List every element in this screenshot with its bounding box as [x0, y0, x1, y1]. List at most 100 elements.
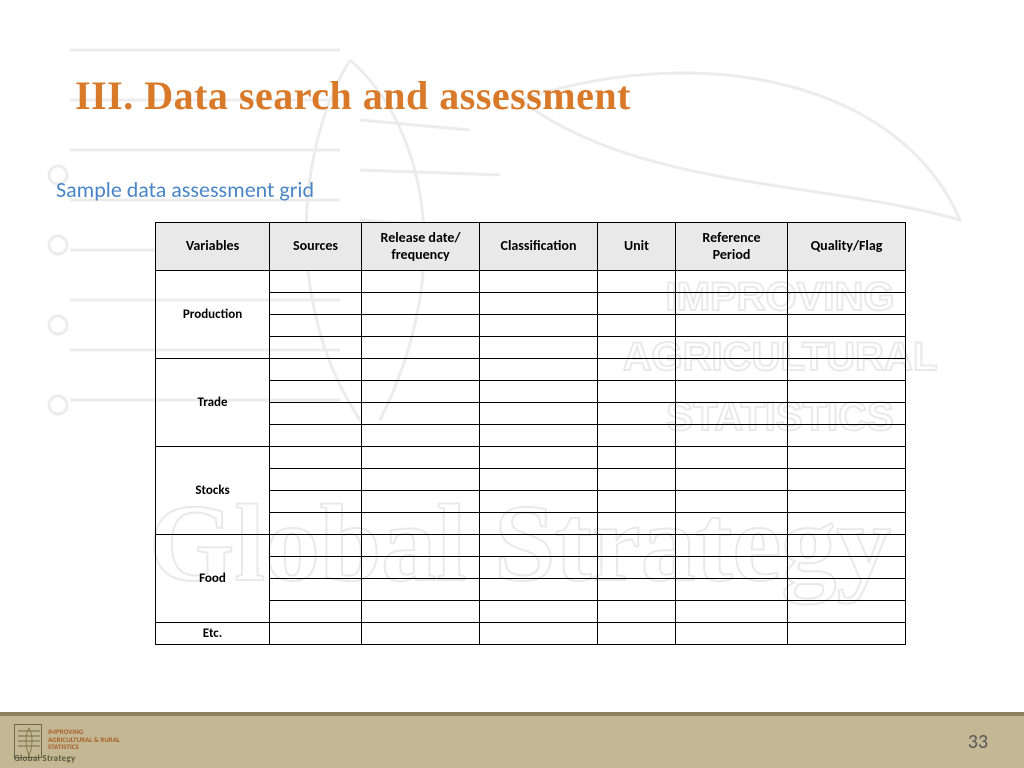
table-cell — [480, 579, 598, 601]
table-cell — [676, 337, 788, 359]
table-cell — [480, 381, 598, 403]
table-cell — [270, 535, 362, 557]
table-cell — [788, 315, 906, 337]
table-cell — [676, 623, 788, 645]
table-cell — [270, 557, 362, 579]
table-row: Etc. — [156, 623, 906, 645]
table-cell — [362, 601, 480, 623]
table-cell — [676, 513, 788, 535]
table-cell — [788, 535, 906, 557]
slide-title: III. Data search and assessment — [75, 72, 631, 119]
table-cell — [598, 315, 676, 337]
table-cell — [480, 513, 598, 535]
table-cell — [480, 601, 598, 623]
assessment-table: VariablesSourcesRelease date/frequencyCl… — [155, 222, 906, 645]
row-group-label: Food — [156, 535, 270, 623]
table-cell — [676, 425, 788, 447]
table-cell — [362, 623, 480, 645]
table-cell — [788, 293, 906, 315]
table-cell — [598, 579, 676, 601]
table-cell — [598, 337, 676, 359]
table-cell — [788, 579, 906, 601]
table-cell — [676, 447, 788, 469]
table-cell — [480, 447, 598, 469]
table-cell — [362, 315, 480, 337]
table-cell — [788, 425, 906, 447]
table-cell — [480, 623, 598, 645]
table-cell — [270, 359, 362, 381]
table-cell — [598, 535, 676, 557]
table-cell — [676, 535, 788, 557]
table-cell — [788, 447, 906, 469]
table-cell — [598, 601, 676, 623]
row-group-label: Production — [156, 271, 270, 359]
table-cell — [676, 403, 788, 425]
table-cell — [270, 425, 362, 447]
row-group-label: Stocks — [156, 447, 270, 535]
table-cell — [362, 491, 480, 513]
table-cell — [362, 293, 480, 315]
table-cell — [270, 381, 362, 403]
row-group-label: Etc. — [156, 623, 270, 645]
table-cell — [598, 491, 676, 513]
table-cell — [676, 293, 788, 315]
table-cell — [270, 403, 362, 425]
table-cell — [480, 293, 598, 315]
footer-bar — [0, 716, 1024, 768]
slide-container: IMPROVING AGRICULTURAL STATISTICS Global… — [0, 0, 1024, 768]
table-cell — [788, 601, 906, 623]
table-cell — [788, 337, 906, 359]
table-cell — [270, 447, 362, 469]
table-cell — [270, 491, 362, 513]
table-header-cell: Sources — [270, 223, 362, 271]
table-cell — [598, 293, 676, 315]
table-cell — [362, 557, 480, 579]
table-cell — [270, 337, 362, 359]
table-cell — [362, 535, 480, 557]
table-cell — [270, 513, 362, 535]
table-cell — [270, 293, 362, 315]
table-cell — [480, 535, 598, 557]
table-cell — [480, 469, 598, 491]
table-cell — [362, 425, 480, 447]
table-header-cell: Classification — [480, 223, 598, 271]
table-row: Production — [156, 271, 906, 293]
table-cell — [480, 271, 598, 293]
table-cell — [362, 359, 480, 381]
table-cell — [598, 425, 676, 447]
page-number: 33 — [968, 730, 988, 754]
table-cell — [788, 359, 906, 381]
table-cell — [676, 359, 788, 381]
table-cell — [598, 623, 676, 645]
table-cell — [788, 513, 906, 535]
table-cell — [676, 557, 788, 579]
table-cell — [480, 403, 598, 425]
table-cell — [480, 337, 598, 359]
table-header-cell: Variables — [156, 223, 270, 271]
table-row: Food — [156, 535, 906, 557]
table-cell — [788, 403, 906, 425]
table-cell — [676, 381, 788, 403]
table-cell — [598, 403, 676, 425]
table-cell — [788, 623, 906, 645]
table-cell — [480, 359, 598, 381]
table-cell — [676, 315, 788, 337]
table-cell — [598, 469, 676, 491]
table-cell — [598, 381, 676, 403]
row-group-label: Trade — [156, 359, 270, 447]
table-cell — [598, 557, 676, 579]
table-cell — [362, 271, 480, 293]
table-cell — [598, 271, 676, 293]
table-cell — [788, 381, 906, 403]
table-cell — [480, 557, 598, 579]
table-cell — [598, 447, 676, 469]
table-header-cell: Quality/Flag — [788, 223, 906, 271]
table-cell — [362, 403, 480, 425]
table-cell — [270, 271, 362, 293]
table-cell — [362, 381, 480, 403]
table-cell — [362, 447, 480, 469]
table-cell — [676, 271, 788, 293]
table-cell — [270, 469, 362, 491]
table-cell — [270, 601, 362, 623]
table-cell — [788, 557, 906, 579]
